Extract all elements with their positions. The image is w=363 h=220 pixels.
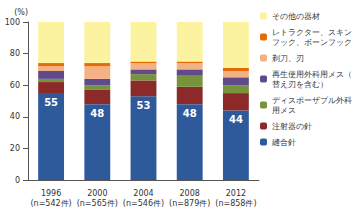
svg-text:縫合針: 縫合針: [271, 138, 296, 147]
svg-text:替え刃を含む）: 替え刃を含む）: [272, 80, 328, 89]
svg-text:(n=546件): (n=546件): [123, 199, 164, 208]
svg-text:剃刀、刃: 剃刀、刃: [272, 54, 304, 63]
svg-text:55: 55: [44, 97, 58, 108]
svg-text:(n=858件): (n=858件): [215, 199, 256, 208]
svg-text:ディスポーザブル外科: ディスポーザブル外科: [272, 96, 352, 105]
svg-text:再生使用外科用メス（: 再生使用外科用メス（: [272, 70, 352, 79]
svg-text:1996: 1996: [41, 189, 61, 198]
svg-text:44: 44: [229, 114, 243, 125]
svg-text:48: 48: [183, 108, 197, 119]
svg-text:100: 100: [5, 18, 20, 27]
svg-text:48: 48: [90, 108, 104, 119]
svg-text:53: 53: [137, 100, 151, 111]
svg-text:(n=542件): (n=542件): [30, 199, 71, 208]
svg-text:2000: 2000: [87, 189, 107, 198]
svg-text:その他の器材: その他の器材: [272, 12, 320, 21]
svg-text:(n=565件): (n=565件): [77, 199, 118, 208]
svg-text:2004: 2004: [133, 189, 153, 198]
svg-text:20: 20: [10, 144, 20, 153]
svg-text:フック、ボーンフック: フック、ボーンフック: [272, 38, 352, 47]
svg-text:0: 0: [15, 176, 20, 185]
svg-text:(%): (%): [14, 8, 28, 17]
svg-text:注射器の針: 注射器の針: [272, 122, 312, 131]
svg-text:レトラクター、スキン: レトラクター、スキン: [272, 28, 352, 37]
svg-text:40: 40: [10, 112, 20, 121]
svg-text:2012: 2012: [226, 189, 246, 198]
svg-text:(n=879件): (n=879件): [169, 199, 210, 208]
svg-text:2008: 2008: [180, 189, 200, 198]
svg-text:60: 60: [10, 81, 20, 90]
svg-text:80: 80: [10, 49, 20, 58]
svg-text:用メス: 用メス: [272, 106, 296, 115]
